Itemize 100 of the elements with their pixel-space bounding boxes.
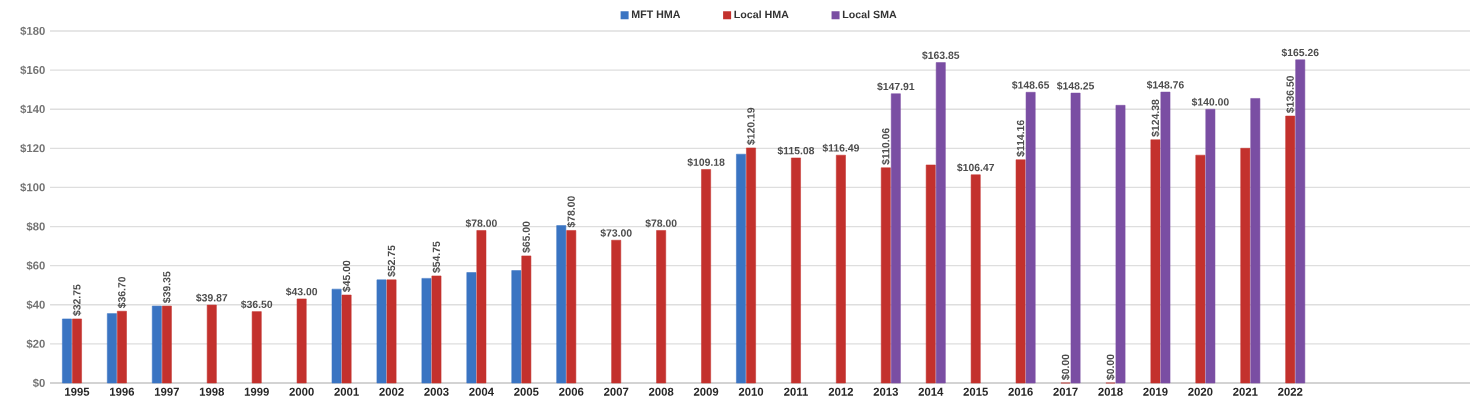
data-label: $165.26 <box>1281 48 1319 57</box>
bar <box>466 272 477 384</box>
bar <box>935 62 946 384</box>
x-tick-label: 1999 <box>244 387 269 396</box>
bar <box>431 275 442 384</box>
bar <box>1115 105 1126 384</box>
bar <box>376 279 387 384</box>
data-label: $163.85 <box>922 51 960 60</box>
bar <box>1150 139 1161 384</box>
x-tick-label: 1998 <box>199 387 225 396</box>
data-label: $36.50 <box>240 300 273 309</box>
bar <box>791 157 801 384</box>
x-tick-label: 2018 <box>1098 387 1123 396</box>
data-label: $124.38 <box>1151 99 1160 137</box>
bar <box>421 278 432 384</box>
bar <box>611 239 622 384</box>
bar <box>117 310 127 384</box>
data-label: $78.00 <box>465 219 497 228</box>
bar <box>1250 98 1261 384</box>
bar <box>251 311 262 384</box>
data-label: $140.00 <box>1191 97 1229 107</box>
y-tick-label: $100 <box>20 182 45 193</box>
x-tick-label: 2005 <box>514 387 539 396</box>
data-label: $78.00 <box>567 196 576 228</box>
bar <box>341 294 352 384</box>
x-tick-label: 2012 <box>828 387 854 396</box>
bar <box>1295 59 1306 384</box>
data-label: $65.00 <box>522 221 531 253</box>
bar <box>1205 108 1216 384</box>
bar <box>701 169 711 384</box>
data-label: $109.18 <box>687 158 725 167</box>
data-label: $78.00 <box>645 219 677 228</box>
bar <box>1025 92 1036 384</box>
x-tick-label: 2016 <box>1008 387 1033 396</box>
data-label: $120.19 <box>746 107 756 145</box>
bar <box>736 153 746 384</box>
data-label: $136.50 <box>1286 75 1295 113</box>
x-tick-label: 2010 <box>738 387 764 396</box>
x-tick-label: 2003 <box>424 387 449 396</box>
data-label: $115.08 <box>777 146 815 156</box>
bar <box>836 154 846 384</box>
bar <box>62 318 72 384</box>
bar <box>107 313 117 384</box>
legend-label: MFT HMA <box>631 10 681 18</box>
x-tick-label: 2002 <box>379 387 404 396</box>
x-tick-label: 2017 <box>1053 387 1078 396</box>
bar <box>296 298 307 384</box>
data-label: $45.00 <box>342 260 351 292</box>
bar <box>890 93 901 384</box>
bar <box>925 164 936 384</box>
y-tick-label: $180 <box>20 26 45 36</box>
bar <box>1160 91 1171 384</box>
y-tick-label: $160 <box>20 65 45 75</box>
bar <box>566 230 577 384</box>
x-tick-label: 2021 <box>1233 387 1258 396</box>
x-tick-label: 2006 <box>559 387 584 396</box>
y-tick-label: $80 <box>26 221 45 232</box>
x-tick-label: 2022 <box>1278 387 1303 396</box>
bar <box>161 305 172 384</box>
data-label: $148.25 <box>1056 81 1095 91</box>
x-tick-label: 2007 <box>604 387 629 396</box>
y-tick-label: $40 <box>26 300 45 310</box>
bar <box>476 230 487 384</box>
y-tick-label: $140 <box>20 104 45 114</box>
y-tick-label: $60 <box>26 261 45 271</box>
x-tick-label: 2020 <box>1188 387 1213 396</box>
x-tick-label: 2008 <box>648 387 674 396</box>
data-label: $54.75 <box>432 241 441 273</box>
bar <box>511 270 522 384</box>
data-label: $148.76 <box>1146 80 1184 90</box>
bar <box>1015 159 1026 384</box>
data-label: $114.16 <box>1016 120 1025 157</box>
data-label: $43.00 <box>285 287 318 296</box>
bar <box>521 255 532 384</box>
bar <box>556 225 567 384</box>
y-tick-label: $120 <box>20 143 45 153</box>
bar <box>386 279 397 384</box>
data-label: $110.06 <box>881 128 891 165</box>
data-label: $106.47 <box>957 163 995 172</box>
bar <box>746 147 756 384</box>
data-label: $52.75 <box>387 245 396 277</box>
data-label: $73.00 <box>600 228 632 238</box>
data-label: $148.65 <box>1011 80 1050 90</box>
x-tick-label: 2019 <box>1143 387 1168 396</box>
bar <box>1285 115 1296 384</box>
data-label: $147.91 <box>877 82 915 91</box>
bar <box>206 304 217 384</box>
data-label: $36.70 <box>117 276 127 309</box>
x-tick-label: 2000 <box>289 387 314 396</box>
x-tick-label: 2001 <box>334 387 359 396</box>
y-tick-label: $20 <box>26 339 45 349</box>
bar <box>1070 92 1081 384</box>
bar <box>880 167 891 384</box>
legend-label: Local HMA <box>734 10 789 19</box>
x-tick-label: 2013 <box>873 387 899 396</box>
x-tick-label: 1996 <box>110 387 135 396</box>
data-label: $0.00 <box>1061 354 1070 380</box>
data-label: $116.49 <box>822 143 860 153</box>
data-label: $39.35 <box>162 271 172 303</box>
y-tick-label: $0 <box>32 378 45 388</box>
